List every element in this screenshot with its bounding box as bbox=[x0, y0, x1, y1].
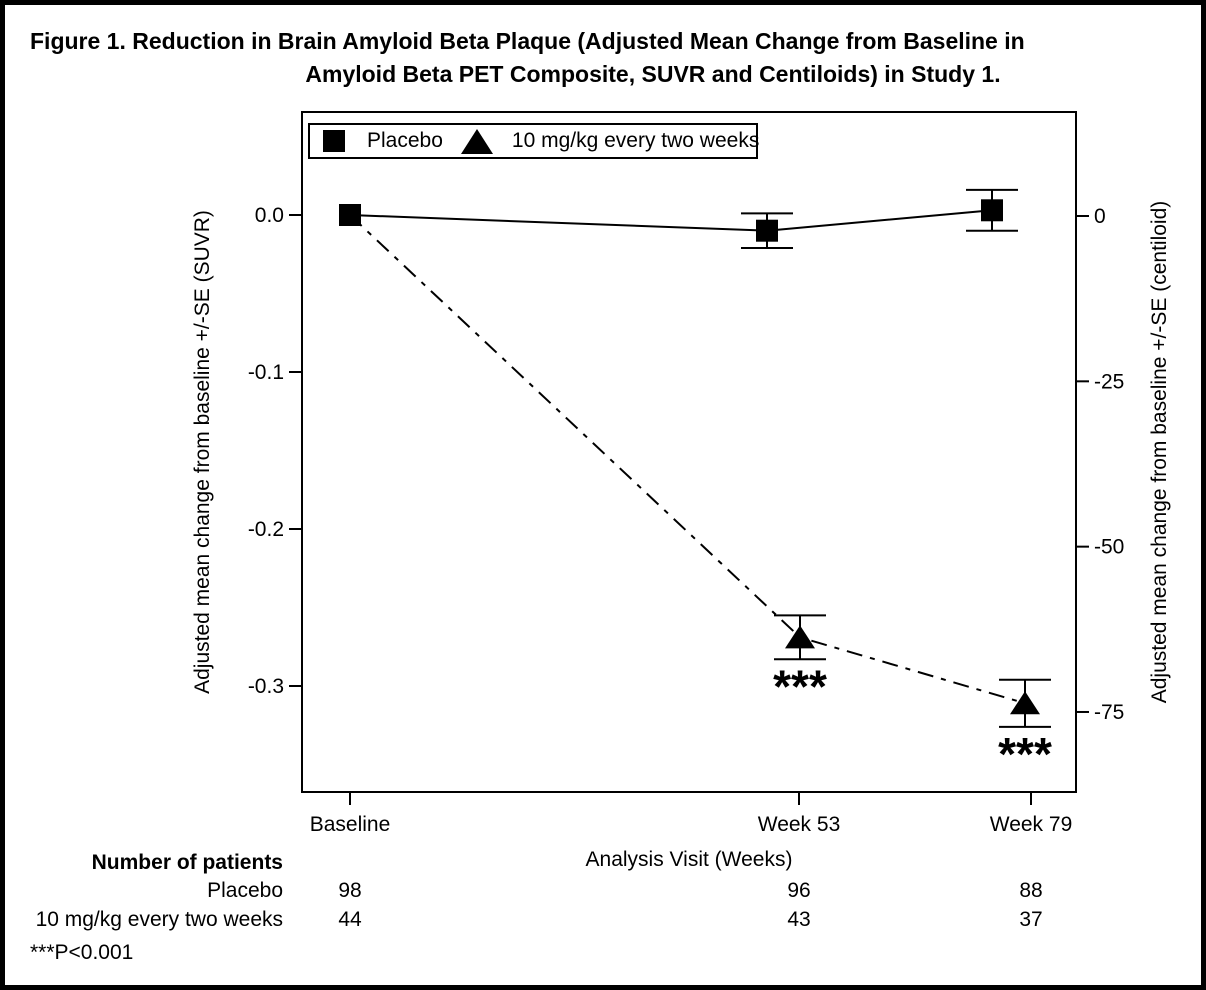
right-tick-label: -25 bbox=[1094, 370, 1124, 393]
placebo-marker bbox=[981, 199, 1003, 222]
left-tick-label: -0.1 bbox=[248, 361, 284, 384]
right-axis-title: Adjusted mean change from baseline +/-SE… bbox=[1148, 201, 1171, 704]
figure-title-line2: Amyloid Beta PET Composite, SUVR and Cen… bbox=[305, 61, 1001, 87]
figure-title-line1: Figure 1. Reduction in Brain Amyloid Bet… bbox=[30, 28, 1025, 54]
right-tick-label: 0 bbox=[1094, 205, 1106, 228]
treatment-triangle-icon bbox=[460, 128, 493, 154]
treatment-line bbox=[349, 214, 1026, 705]
patients-table-heading: Number of patients bbox=[91, 851, 283, 874]
left-axis-title: Adjusted mean change from baseline +/-SE… bbox=[191, 210, 214, 694]
plot-frame bbox=[301, 111, 1077, 793]
significance-asterisks: *** bbox=[998, 728, 1052, 780]
placebo-line bbox=[349, 209, 993, 232]
x-tick-label: Week 79 bbox=[990, 813, 1073, 836]
placebo-marker bbox=[756, 219, 778, 242]
patients-count: 98 bbox=[338, 879, 362, 902]
right-tick-label: -75 bbox=[1094, 701, 1124, 724]
legend: Placebo 10 mg/kg every two weeks bbox=[308, 123, 760, 159]
patients-count: 88 bbox=[1019, 879, 1043, 902]
significance-footnote: ***P<0.001 bbox=[30, 941, 134, 964]
x-tick-label: Baseline bbox=[310, 813, 391, 836]
legend-label-placebo: Placebo bbox=[367, 129, 443, 152]
significance-asterisks: *** bbox=[773, 660, 827, 712]
patients-count: 43 bbox=[787, 908, 811, 931]
patients-count: 44 bbox=[338, 908, 362, 931]
patients-row-label-treatment: 10 mg/kg every two weeks bbox=[35, 908, 283, 931]
x-axis-title: Analysis Visit (Weeks) bbox=[586, 848, 793, 871]
patients-count: 37 bbox=[1019, 908, 1043, 931]
treatment-marker bbox=[1010, 691, 1040, 715]
patients-row-label-placebo: Placebo bbox=[207, 879, 283, 902]
right-tick-label: -50 bbox=[1094, 536, 1124, 559]
placebo-marker bbox=[339, 204, 361, 226]
figure-title: Figure 1. Reduction in Brain Amyloid Bet… bbox=[30, 25, 1176, 91]
placebo-square-icon bbox=[323, 130, 345, 152]
left-tick-label: -0.3 bbox=[248, 675, 284, 698]
legend-label-treatment: 10 mg/kg every two weeks bbox=[511, 129, 760, 152]
treatment-marker bbox=[785, 625, 815, 649]
x-tick-label: Week 53 bbox=[758, 813, 841, 836]
patients-count: 96 bbox=[787, 879, 811, 902]
left-tick-label: 0.0 bbox=[255, 204, 284, 227]
left-tick-label: -0.2 bbox=[248, 518, 284, 541]
